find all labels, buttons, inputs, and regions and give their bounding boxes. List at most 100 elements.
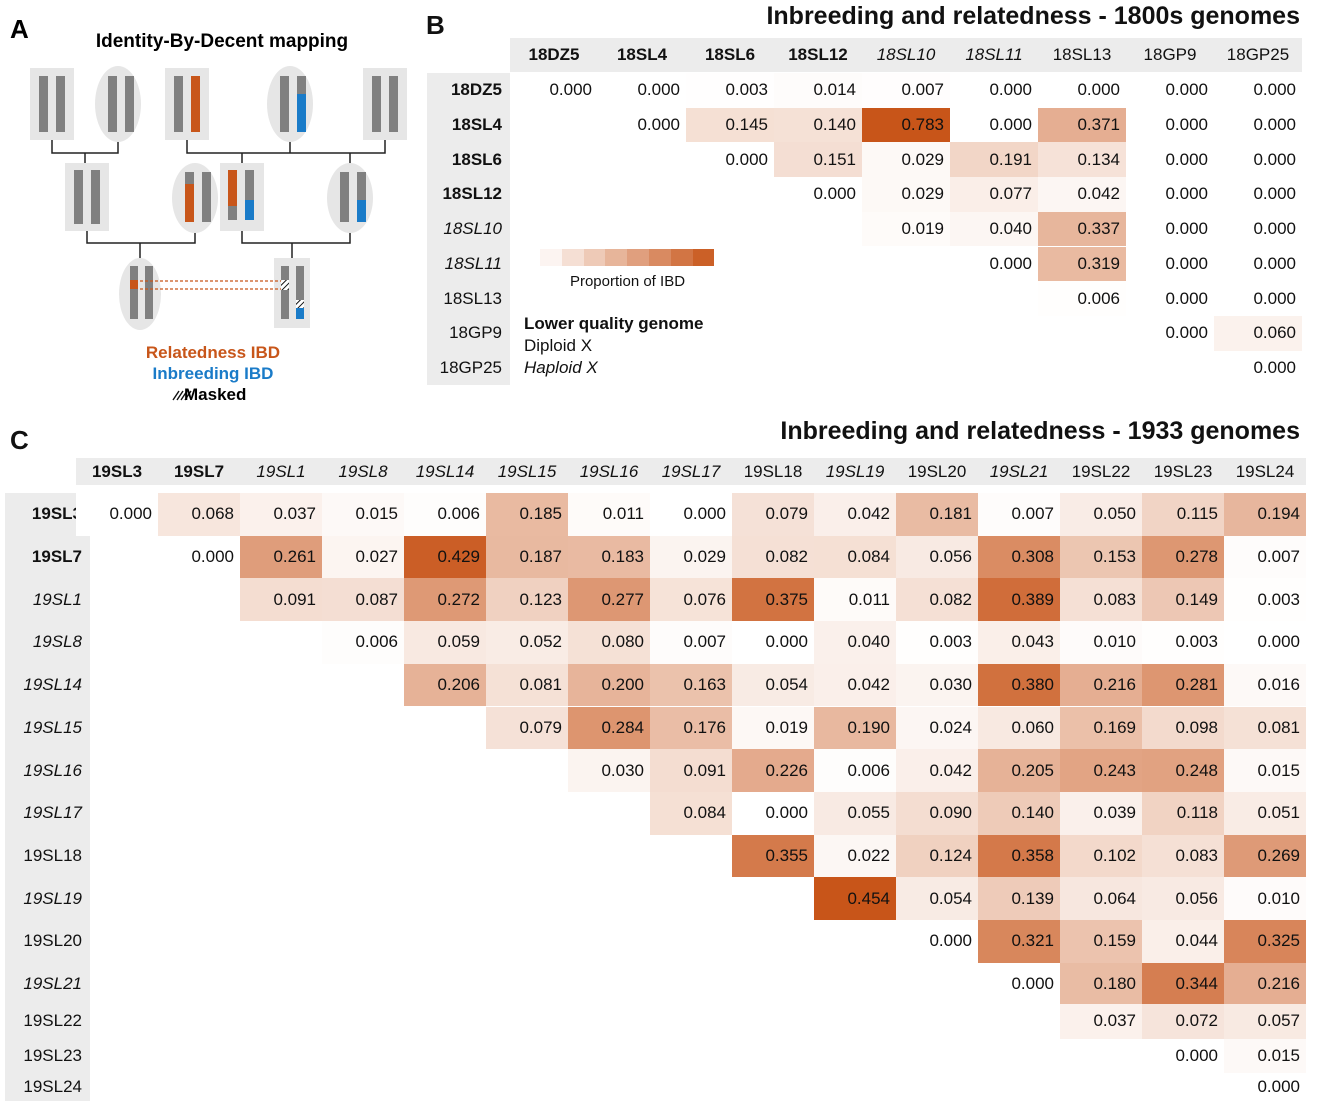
row-header: 18GP25 — [427, 351, 510, 386]
matrix-cell: 0.325 — [1224, 920, 1306, 963]
matrix-cell: 0.102 — [1060, 835, 1142, 878]
row-header: 19SL17 — [5, 792, 90, 835]
matrix-cell: 0.015 — [322, 493, 404, 536]
row-header: 19SL19 — [5, 877, 90, 920]
matrix-cell: 0.057 — [1224, 1004, 1306, 1039]
column-header: 19SL23 — [1142, 458, 1224, 485]
matrix-cell: 0.022 — [814, 835, 896, 878]
matrix-cell: 0.000 — [774, 177, 862, 212]
matrix-cell: 0.007 — [650, 621, 732, 664]
matrix-cell: 0.056 — [1142, 877, 1224, 920]
column-header: 18SL12 — [774, 38, 862, 72]
matrix-cell: 0.007 — [1224, 536, 1306, 579]
column-header: 18SL10 — [862, 38, 950, 72]
matrix-cell: 0.037 — [240, 493, 322, 536]
row-header: 19SL8 — [5, 621, 90, 664]
matrix-cell: 0.050 — [1060, 493, 1142, 536]
matrix-cell: 0.079 — [732, 493, 814, 536]
matrix-cell: 0.389 — [978, 578, 1060, 621]
matrix-cell: 0.000 — [510, 73, 598, 108]
panel-title: Inbreeding and relatedness - 1933 genome… — [780, 417, 1300, 446]
panel-label: A — [10, 14, 29, 44]
matrix-cell: 0.176 — [650, 707, 732, 750]
column-header: 18SL6 — [686, 38, 774, 72]
matrix-cell: 0.051 — [1224, 792, 1306, 835]
matrix-cell: 0.216 — [1224, 963, 1306, 1006]
row-header: 19SL23 — [5, 1039, 90, 1074]
matrix-cell: 0.081 — [1224, 707, 1306, 750]
column-header: 19SL16 — [568, 458, 650, 485]
matrix-cell: 0.000 — [1214, 142, 1302, 177]
matrix-cell: 0.039 — [1060, 792, 1142, 835]
row-header: 19SL1 — [5, 578, 90, 621]
matrix-cell: 0.003 — [686, 73, 774, 108]
matrix-cell: 0.355 — [732, 835, 814, 878]
matrix-cell: 0.010 — [1224, 877, 1306, 920]
matrix-cell: 0.000 — [1126, 108, 1214, 143]
matrix-cell: 0.077 — [950, 177, 1038, 212]
matrix-cell: 0.145 — [686, 108, 774, 143]
matrix-cell: 0.185 — [486, 493, 568, 536]
row-header: 18SL13 — [427, 281, 510, 316]
column-header: 19SL24 — [1224, 458, 1306, 485]
legend-inbreeding: Inbreeding IBD — [153, 364, 274, 383]
colorbar-swatch — [671, 249, 693, 266]
column-header: 19SL20 — [896, 458, 978, 485]
matrix-cell: 0.082 — [896, 578, 978, 621]
matrix-cell: 0.054 — [732, 664, 814, 707]
matrix-cell: 0.055 — [814, 792, 896, 835]
matrix-cell: 0.191 — [950, 142, 1038, 177]
matrix-cell: 0.000 — [1126, 177, 1214, 212]
matrix-cell: 0.000 — [76, 493, 158, 536]
matrix-cell: 0.000 — [598, 73, 686, 108]
matrix-cell: 0.003 — [896, 621, 978, 664]
matrix-cell: 0.011 — [814, 578, 896, 621]
matrix-cell: 0.429 — [404, 536, 486, 579]
matrix-cell: 0.321 — [978, 920, 1060, 963]
matrix-cell: 0.054 — [896, 877, 978, 920]
matrix-cell: 0.358 — [978, 835, 1060, 878]
row-header: 19SL7 — [5, 536, 90, 579]
matrix-cell: 0.375 — [732, 578, 814, 621]
matrix-cell: 0.269 — [1224, 835, 1306, 878]
panel-label: C — [10, 425, 29, 456]
matrix-cell: 0.454 — [814, 877, 896, 920]
matrix-cell: 0.180 — [1060, 963, 1142, 1006]
colorbar-swatch — [627, 249, 649, 266]
matrix-cell: 0.015 — [1224, 749, 1306, 792]
matrix-cell: 0.083 — [1060, 578, 1142, 621]
row-header: 19SL18 — [5, 835, 90, 878]
matrix-cell: 0.091 — [650, 749, 732, 792]
matrix-cell: 0.000 — [1126, 247, 1214, 282]
column-header: 18SL4 — [598, 38, 686, 72]
column-header: 18SL11 — [950, 38, 1038, 72]
matrix-cell: 0.261 — [240, 536, 322, 579]
matrix-cell: 0.015 — [1224, 1039, 1306, 1074]
matrix-cell: 0.042 — [1038, 177, 1126, 212]
column-header: 19SL18 — [732, 458, 814, 485]
matrix-cell: 0.029 — [862, 177, 950, 212]
matrix-cell: 0.084 — [650, 792, 732, 835]
matrix-cell: 0.206 — [404, 664, 486, 707]
row-header: 19SL22 — [5, 1004, 90, 1039]
matrix-cell: 0.040 — [950, 212, 1038, 247]
column-header: 19SL8 — [322, 458, 404, 485]
row-header: 18SL6 — [427, 142, 510, 177]
matrix-cell: 0.006 — [404, 493, 486, 536]
matrix-cell: 0.076 — [650, 578, 732, 621]
matrix-cell: 0.272 — [404, 578, 486, 621]
matrix-cell: 0.010 — [1060, 621, 1142, 664]
matrix-cell: 0.087 — [322, 578, 404, 621]
matrix-cell: 0.006 — [322, 621, 404, 664]
matrix-cell: 0.169 — [1060, 707, 1142, 750]
matrix-cell: 0.000 — [1214, 73, 1302, 108]
matrix-cell: 0.783 — [862, 108, 950, 143]
matrix-cell: 0.000 — [950, 247, 1038, 282]
matrix-cell: 0.181 — [896, 493, 978, 536]
matrix-cell: 0.006 — [814, 749, 896, 792]
matrix-cell: 0.337 — [1038, 212, 1126, 247]
matrix-cell: 0.248 — [1142, 749, 1224, 792]
matrix-cell: 0.019 — [732, 707, 814, 750]
matrix-cell: 0.007 — [978, 493, 1060, 536]
column-header: 18SL13 — [1038, 38, 1126, 72]
